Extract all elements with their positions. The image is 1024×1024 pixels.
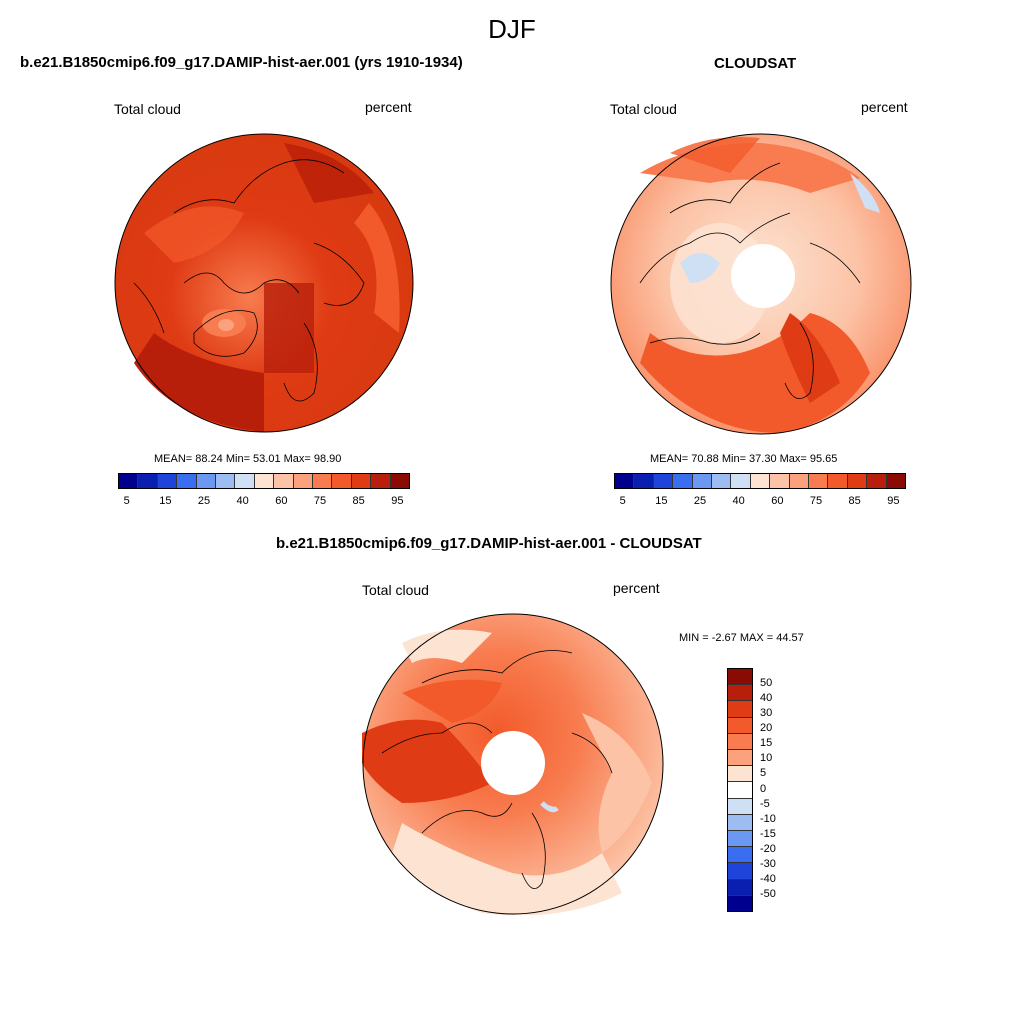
colorbar-swatch [770,474,790,488]
panel3-title: b.e21.B1850cmip6.f09_g17.DAMIP-hist-aer.… [276,535,702,552]
panel3-polar-map [362,613,664,915]
panel3-units-label: percent [613,580,660,596]
colorbar-swatch [728,701,752,718]
colorbar-swatch [712,474,732,488]
panel1-variable-label: Total cloud [114,101,181,117]
colorbar-tick-label: -30 [760,858,776,871]
panel2-units-label: percent [861,99,908,115]
colorbar-tick-label: 40 [760,691,773,704]
colorbar-swatch [157,474,178,488]
colorbar-tick-label: 25 [197,495,211,507]
colorbar-tick-label: 5 [123,495,130,507]
colorbar-tick-label: 15 [655,495,668,507]
colorbar-swatch [728,669,752,686]
panel1-polar-map [114,133,414,433]
colorbar-tick-label: 15 [760,737,773,750]
colorbar-swatch [886,474,906,488]
colorbar-swatch [728,717,752,734]
colorbar-swatch [728,798,752,815]
colorbar-swatch [351,474,372,488]
colorbar-tick-label: 95 [391,495,404,507]
colorbar-swatch [867,474,887,488]
colorbar-swatch [634,474,654,488]
colorbar-tick-label: 60 [275,495,288,507]
colorbar-swatch [728,847,752,864]
colorbar-swatch [371,474,391,488]
colorbar-tick-label: 85 [352,495,365,507]
colorbar-tick-label: 15 [159,495,172,507]
colorbar-tick-label: 5 [619,495,626,507]
colorbar-tick-label: 25 [693,495,707,507]
colorbar-swatch [254,474,275,488]
colorbar-tick-label: -50 [760,888,776,901]
colorbar-swatch [728,895,752,912]
colorbar-swatch [235,474,255,488]
colorbar-swatch [673,474,693,488]
colorbar-swatch [728,782,752,799]
colorbar-swatch [728,750,752,767]
colorbar-swatch [390,474,410,488]
colorbar-tick-label: 10 [760,752,773,765]
panel2-title: CLOUDSAT [714,55,797,72]
colorbar-swatch [274,474,294,488]
colorbar-tick-label: 85 [848,495,861,507]
colorbar-swatch [728,733,752,751]
colorbar-swatch [847,474,868,488]
colorbar-tick-label: 75 [809,495,823,507]
panel2-polar-map [610,133,912,435]
colorbar-swatch [728,766,752,783]
colorbar-swatch [216,474,236,488]
panel3-stats: MIN = -2.67 MAX = 44.57 [679,632,804,644]
colorbar-tick-label: 75 [313,495,327,507]
panel1-title: b.e21.B1850cmip6.f09_g17.DAMIP-hist-aer.… [20,54,463,71]
colorbar-tick-label: 0 [760,782,767,795]
colorbar-tick-label: -15 [760,827,776,840]
colorbar-swatch [119,474,139,488]
colorbar-swatch [728,879,752,896]
colorbar-swatch [728,685,752,702]
colorbar-swatch [615,474,635,488]
colorbar-tick-label: 5 [760,767,767,780]
colorbar-tick-label: -40 [760,873,776,886]
colorbar-swatch [731,474,751,488]
colorbar-swatch [293,474,314,488]
colorbar-tick-label: 95 [887,495,900,507]
colorbar-swatch [728,814,752,832]
panel1-units-label: percent [365,99,412,115]
colorbar-tick-label: 20 [760,722,773,734]
colorbar-swatch [728,831,752,848]
colorbar-swatch [332,474,352,488]
colorbar-swatch [653,474,674,488]
figure-title: DJF [488,14,536,44]
colorbar-tick-label: -20 [760,843,776,855]
colorbar-swatch [828,474,848,488]
colorbar-tick-label: -10 [760,812,776,825]
colorbar-swatch [692,474,713,488]
colorbar-swatch [789,474,810,488]
panel2-variable-label: Total cloud [610,101,677,117]
colorbar-swatch [196,474,217,488]
colorbar-tick-label: -5 [760,797,770,810]
colorbar-swatch [177,474,197,488]
colorbar-tick-label: 40 [732,495,745,507]
colorbar-swatch [138,474,158,488]
colorbar-tick-label: 50 [760,676,773,689]
panel3-colorbar [727,668,753,912]
colorbar-swatch [809,474,829,488]
colorbar-tick-label: 30 [760,706,773,719]
colorbar-tick-label: 60 [771,495,784,507]
panel2-stats: MEAN= 70.88 Min= 37.30 Max= 95.65 [650,453,838,465]
panel2-colorbar [614,473,906,489]
colorbar-tick-label: 40 [236,495,249,507]
panel1-colorbar [118,473,410,489]
panel1-stats: MEAN= 88.24 Min= 53.01 Max= 98.90 [154,453,342,465]
panel3-variable-label: Total cloud [362,582,429,598]
colorbar-swatch [313,474,333,488]
colorbar-swatch [750,474,771,488]
colorbar-swatch [728,863,752,880]
